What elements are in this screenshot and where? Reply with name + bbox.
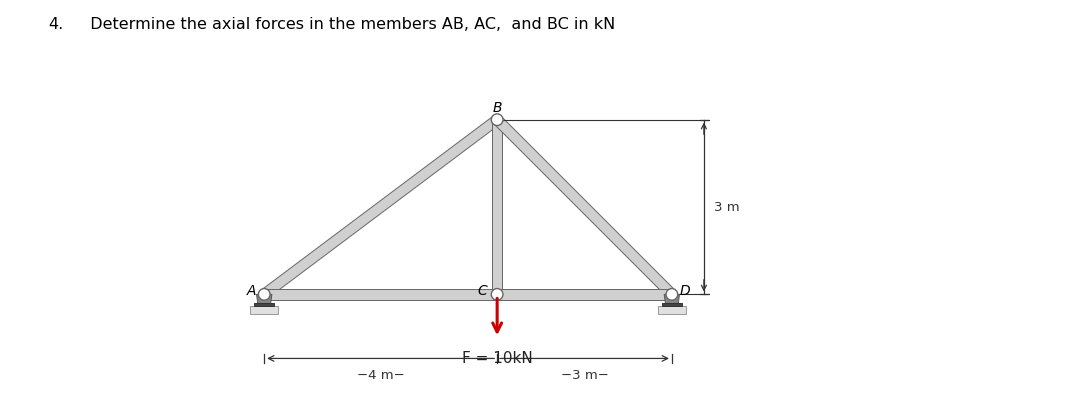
Polygon shape [264,289,672,300]
Polygon shape [498,289,672,300]
Text: −3 m−: −3 m− [561,369,609,382]
Text: Determine the axial forces in the members AB, AC,  and BC in kN: Determine the axial forces in the member… [80,17,615,32]
Polygon shape [664,294,679,303]
Circle shape [491,114,503,125]
Text: D: D [679,284,690,298]
Polygon shape [492,120,503,294]
Text: A: A [247,284,256,298]
Bar [254,303,275,306]
Text: 3 m: 3 m [715,200,740,214]
Polygon shape [257,294,272,303]
Text: 4.: 4. [48,17,63,32]
Polygon shape [261,115,501,298]
Circle shape [258,288,270,300]
Bar [250,306,278,315]
Polygon shape [493,116,675,298]
Text: C: C [477,284,488,298]
Text: −4 m−: −4 m− [356,369,404,382]
Circle shape [491,288,503,300]
Circle shape [666,288,677,300]
Text: B: B [492,101,502,115]
Bar [658,306,686,315]
Bar [661,303,682,306]
Text: F = 10kN: F = 10kN [462,351,533,366]
